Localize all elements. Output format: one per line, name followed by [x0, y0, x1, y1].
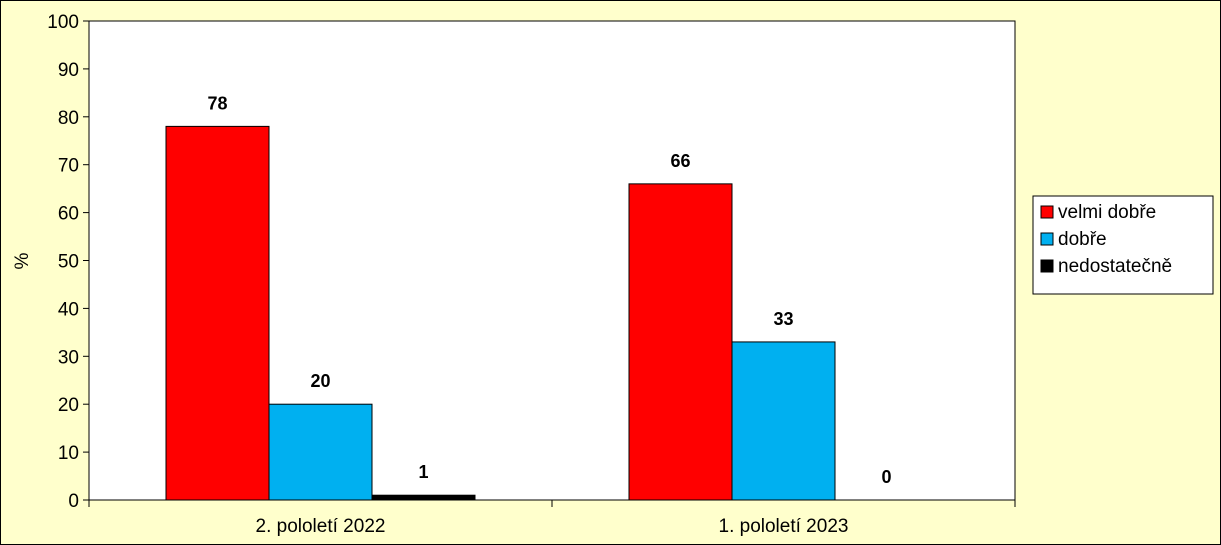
- y-tick-label: 90: [58, 60, 79, 81]
- y-tick-label: 80: [58, 108, 79, 129]
- legend-item-label[interactable]: nedostatečně: [1058, 256, 1172, 277]
- data-label: 66: [670, 151, 690, 171]
- legend-box: [1032, 195, 1214, 295]
- bar[interactable]: [268, 403, 373, 501]
- y-tick-label: 10: [58, 443, 79, 464]
- x-category-label: 1. pololetí 2023: [719, 516, 849, 537]
- bar[interactable]: [628, 183, 733, 501]
- data-label: 78: [207, 93, 227, 113]
- data-label: 20: [310, 371, 330, 391]
- y-tick-label: 30: [58, 347, 79, 368]
- y-tick-label: 70: [58, 156, 79, 177]
- data-label: 33: [773, 309, 793, 329]
- y-tick-label: 50: [58, 252, 79, 273]
- legend-swatch: [1040, 259, 1054, 273]
- y-tick-label: 0: [68, 491, 79, 512]
- legend-swatch: [1040, 232, 1054, 246]
- y-axis: 0 10 20 30 40 50 60 70 80 90 100: [47, 12, 89, 512]
- data-label: 1: [418, 462, 428, 482]
- y-tick-label: 40: [58, 299, 79, 320]
- bar[interactable]: [165, 125, 270, 501]
- legend-item-label[interactable]: velmi dobře: [1058, 202, 1156, 223]
- y-axis-label: %: [12, 252, 33, 269]
- bars: [165, 125, 836, 501]
- y-tick-label: 60: [58, 204, 79, 225]
- legend-item-label[interactable]: dobře: [1058, 229, 1107, 250]
- y-tick-label: 20: [58, 395, 79, 416]
- data-label: 0: [881, 467, 891, 487]
- legend[interactable]: velmi dobře dobře nedostatečně: [1032, 195, 1214, 295]
- y-tick-label: 100: [47, 12, 79, 33]
- x-category-label: 2. pololetí 2022: [256, 516, 386, 537]
- bar[interactable]: [371, 494, 476, 501]
- data-labels: 78 66 20 33 1 0: [207, 93, 891, 487]
- x-axis: 2. pololetí 2022 1. pololetí 2023: [88, 500, 1016, 537]
- legend-swatch: [1040, 205, 1054, 219]
- bar[interactable]: [731, 341, 836, 501]
